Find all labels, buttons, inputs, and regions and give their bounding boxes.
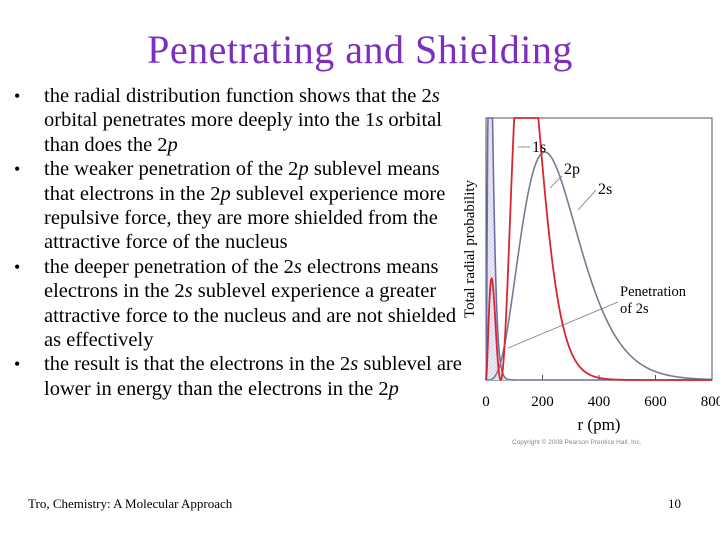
bullet-text: orbital than does the 2	[44, 109, 442, 156]
series-1s-line	[485, 117, 712, 381]
x-tick-label: 800	[701, 394, 720, 410]
bullet-text: s	[431, 85, 440, 107]
y-axis-label: Total radial probability	[462, 179, 478, 318]
bullet-text: s	[293, 255, 302, 278]
bullet-text: p	[220, 182, 231, 205]
label-2p-leader	[549, 175, 563, 189]
bullet-text: s	[375, 109, 384, 132]
label-2s-leader	[577, 189, 597, 211]
bullet-text: p	[167, 133, 178, 156]
1s-shaded-area	[486, 118, 520, 380]
x-tick-label: 0	[482, 394, 490, 410]
bullet-text: sublevel means that electrons in the 2	[44, 158, 440, 205]
x-axis-label: r (pm)	[578, 415, 621, 434]
x-axis-ticks: 0 200 400 600 800	[482, 375, 720, 410]
label-1s: 1s	[532, 139, 546, 156]
bullet-item: • the radial distribution function shows …	[14, 84, 464, 157]
bullet-text: sublevel experience a greater attractive…	[44, 280, 457, 352]
penetration-leader	[507, 301, 619, 349]
bullet-item: • the deeper penetration of the 2s electr…	[14, 255, 464, 353]
page-number: 10	[668, 496, 681, 511]
slide-title: Penetrating and Shielding	[147, 27, 573, 72]
bullet-dot-icon: •	[14, 256, 21, 277]
x-tick-label: 400	[588, 394, 611, 410]
label-2s: 2s	[598, 181, 612, 198]
bullet-item: • the weaker penetration of the 2p sublev…	[14, 157, 464, 255]
bullet-text: the weaker penetration of the 2	[44, 158, 299, 181]
bullet-text: the radial distribution function shows t…	[44, 85, 432, 107]
bullet-text: orbital penetrates more deeply into the …	[44, 109, 376, 132]
series-2p-line	[486, 151, 713, 381]
bullet-dot-icon: •	[14, 86, 21, 106]
bullet-list: • the radial distribution function shows …	[14, 84, 464, 401]
bullet-text: p	[388, 377, 399, 400]
bullet-text: the result is that the electrons in the …	[44, 353, 351, 376]
bullet-text: electrons means electrons in the 2	[44, 255, 439, 303]
radial-distribution-chart: 1s 2p 2s Penetration of 2s Total radial …	[462, 117, 720, 446]
bullet-text: p	[298, 158, 309, 181]
footer-source: Tro, Chemistry: A Molecular Approach	[28, 496, 233, 511]
x-tick-label: 600	[644, 394, 667, 410]
bullet-dot-icon: •	[14, 159, 21, 180]
penetration-annotation: Penetration of 2s	[620, 284, 690, 317]
bullet-text: s	[184, 280, 193, 303]
bullet-text: sublevel experience more repulsive force…	[44, 182, 446, 254]
copyright-text: Copyright © 2008 Pearson Prentice Hall, …	[512, 438, 642, 446]
x-tick-label: 200	[531, 394, 554, 410]
bullet-text: s	[350, 353, 359, 376]
bullet-item: • the result is that the electrons in the…	[14, 352, 464, 401]
series-2s-line	[485, 117, 712, 382]
plot-frame	[485, 117, 713, 381]
bullet-text: sublevel are lower in energy than the el…	[44, 353, 462, 400]
bullet-text: the deeper penetration of the 2	[44, 255, 294, 278]
label-2p: 2p	[564, 161, 580, 178]
bullet-dot-icon: •	[14, 354, 21, 375]
